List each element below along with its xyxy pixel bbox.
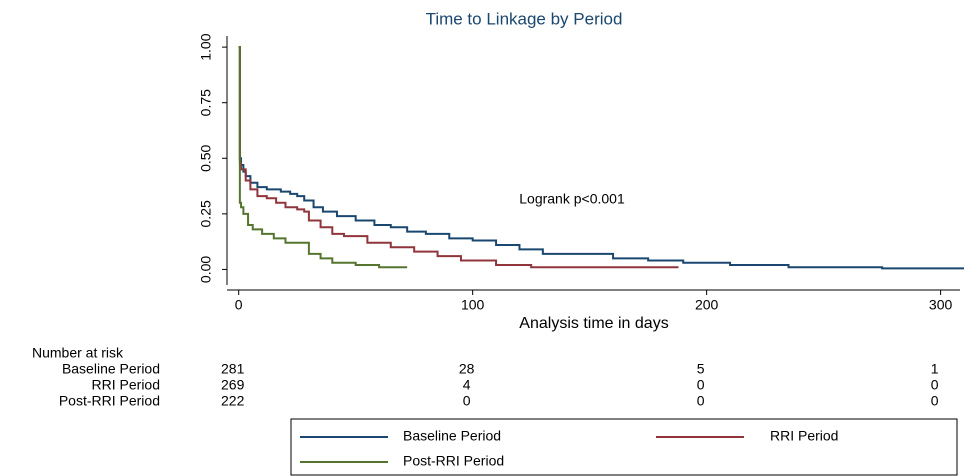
risk-row-label: RRI Period <box>92 377 160 393</box>
annotation: Logrank p<0.001 <box>519 191 625 207</box>
survival-curve <box>238 46 679 269</box>
y-tick-label: 0.50 <box>198 144 214 171</box>
x-tick-label: 100 <box>461 297 485 313</box>
legend-box <box>290 418 958 476</box>
risk-count: 222 <box>221 393 245 409</box>
risk-count: 1 <box>931 361 939 377</box>
risk-count: 0 <box>931 377 939 393</box>
risk-row-label: Baseline Period <box>62 361 160 377</box>
risk-count: 0 <box>463 393 471 409</box>
chart-title: Time to Linkage by Period <box>426 9 623 28</box>
risk-count: 0 <box>697 393 705 409</box>
survival-curve <box>238 46 964 270</box>
risk-count: 4 <box>463 377 471 393</box>
legend-label: Post-RRI Period <box>403 453 504 469</box>
risk-table-title: Number at risk <box>32 345 124 361</box>
x-tick-label: 200 <box>695 297 719 313</box>
x-tick-label: 0 <box>235 297 243 313</box>
survival-curve <box>238 46 408 269</box>
x-axis-label: Analysis time in days <box>519 315 668 332</box>
legend-label: Baseline Period <box>403 428 501 444</box>
legend-label: RRI Period <box>770 428 838 444</box>
risk-count: 0 <box>931 393 939 409</box>
risk-count: 281 <box>221 361 245 377</box>
risk-count: 5 <box>697 361 705 377</box>
y-tick-label: 0.00 <box>198 256 214 283</box>
y-tick-label: 1.00 <box>198 33 214 60</box>
x-tick-label: 300 <box>929 297 953 313</box>
y-tick-label: 0.75 <box>198 89 214 116</box>
risk-row-label: Post-RRI Period <box>59 393 160 409</box>
y-tick-label: 0.25 <box>198 200 214 227</box>
risk-count: 28 <box>459 361 475 377</box>
risk-count: 269 <box>221 377 245 393</box>
risk-count: 0 <box>697 377 705 393</box>
